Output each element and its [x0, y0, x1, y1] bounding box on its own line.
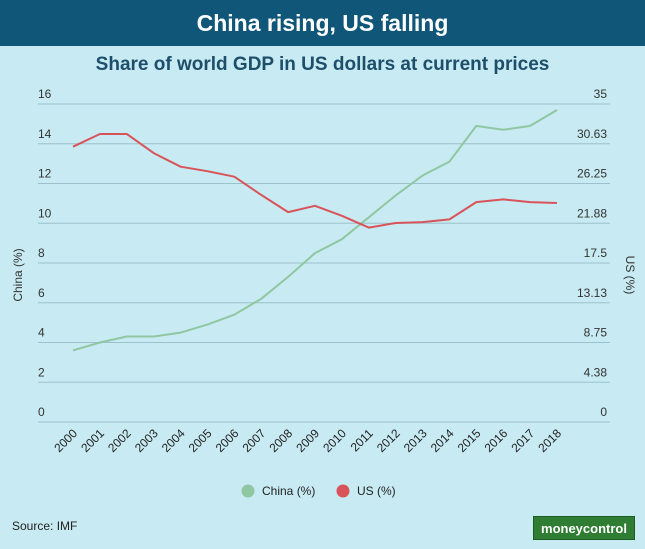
moneycontrol-logo: moneycontrol — [533, 516, 635, 540]
y-right-tick-label: 13.13 — [577, 286, 607, 300]
y-right-tick-label: 0 — [600, 405, 607, 419]
y-right-tick-label: 30.63 — [577, 127, 607, 141]
x-tick-label: 2005 — [186, 426, 215, 455]
x-tick-label: 2013 — [401, 426, 430, 455]
x-tick-label: 2000 — [51, 426, 80, 455]
y-left-tick-label: 8 — [38, 246, 45, 260]
x-tick-label: 2016 — [482, 426, 511, 455]
y-axis-right-label: US (%) — [623, 256, 637, 295]
legend-swatch — [336, 484, 350, 498]
x-tick-label: 2018 — [535, 426, 564, 455]
series-line-us — [72, 133, 558, 229]
x-tick-label: 2017 — [508, 426, 537, 455]
y-left-tick-label: 12 — [38, 167, 52, 181]
legend-label: China (%) — [262, 484, 315, 498]
x-tick-label: 2015 — [455, 426, 484, 455]
y-left-tick-label: 16 — [38, 87, 52, 101]
y-left-tick-label: 4 — [38, 326, 45, 340]
legend-label: US (%) — [357, 484, 396, 498]
y-right-tick-label: 4.38 — [584, 365, 608, 379]
y-left-tick-label: 0 — [38, 405, 45, 419]
y-right-tick-label: 26.25 — [577, 167, 607, 181]
y-right-tick-label: 8.75 — [584, 326, 608, 340]
y-left-tick-label: 14 — [38, 127, 52, 141]
y-left-tick-label: 10 — [38, 206, 52, 220]
source-note: Source: IMF — [12, 519, 78, 533]
x-tick-label: 2012 — [374, 426, 403, 455]
x-tick-label: 2010 — [320, 426, 349, 455]
y-left-tick-label: 2 — [38, 365, 45, 379]
x-tick-label: 2003 — [132, 426, 161, 455]
x-tick-label: 2007 — [240, 426, 269, 455]
x-tick-label: 2008 — [266, 426, 295, 455]
x-tick-label: 2014 — [428, 426, 457, 455]
legend-swatch — [241, 484, 255, 498]
x-tick-label: 2001 — [78, 426, 107, 455]
x-tick-label: 2004 — [159, 426, 188, 455]
y-right-tick-label: 17.5 — [584, 246, 608, 260]
y-right-tick-label: 21.88 — [577, 206, 607, 220]
x-tick-label: 2011 — [348, 426, 376, 454]
y-axis-left-label: China (%) — [11, 248, 25, 301]
page-title: China rising, US falling — [0, 0, 645, 46]
y-left-tick-label: 6 — [38, 286, 45, 300]
y-right-tick-label: 35 — [594, 87, 608, 101]
x-tick-label: 2006 — [213, 426, 242, 455]
chart-title: Share of world GDP in US dollars at curr… — [95, 54, 550, 75]
series-line-china — [72, 109, 558, 352]
x-tick-label: 2009 — [293, 426, 322, 455]
x-tick-label: 2002 — [105, 426, 134, 455]
